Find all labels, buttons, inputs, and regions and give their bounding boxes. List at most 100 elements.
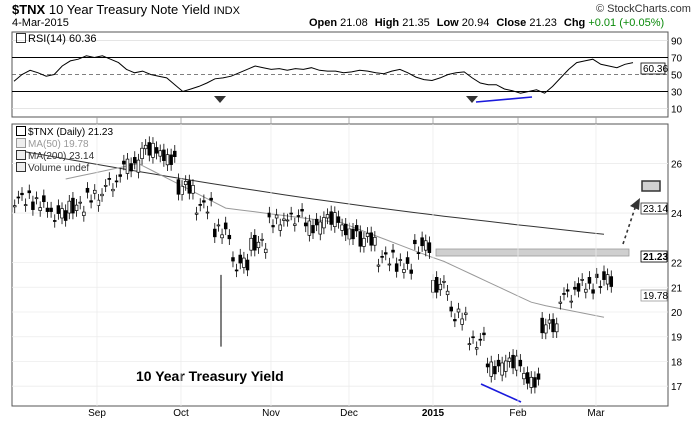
candle-body <box>227 234 232 240</box>
price-trendline <box>480 383 522 403</box>
candle-body <box>500 362 504 376</box>
candle-body <box>300 208 304 212</box>
price-tick-label: 18 <box>671 357 683 368</box>
candle-body <box>318 221 323 235</box>
ohlc-chg: Chg +0.01 (+0.05%) <box>563 17 665 29</box>
candle-body <box>205 211 210 214</box>
candle-body <box>173 150 177 158</box>
candle-body <box>293 223 297 226</box>
candle-body <box>307 220 312 236</box>
candle-body <box>362 237 366 247</box>
candle-body <box>165 154 170 166</box>
candle-body <box>427 242 432 253</box>
candle-body <box>522 372 526 380</box>
rsi-oversold-marker <box>466 96 478 103</box>
candle-body <box>540 317 544 334</box>
candle-body <box>271 225 275 228</box>
candle-body <box>154 147 159 154</box>
candle-body <box>394 263 399 272</box>
candle-body <box>405 257 410 264</box>
candle-body <box>63 210 68 221</box>
candle-body <box>242 257 246 268</box>
candle-body <box>562 293 566 295</box>
candle-body <box>485 363 490 368</box>
candle-body <box>424 240 428 251</box>
candle-body <box>507 357 512 362</box>
close-marker-label: 21.23 <box>643 252 668 263</box>
candle-body <box>278 224 283 231</box>
x-tick-label: 2015 <box>422 408 445 419</box>
candle-body <box>202 200 206 203</box>
candle-body <box>49 207 53 212</box>
projection-arrow <box>622 180 661 245</box>
price-legend: $TNX (Daily) 21.23 MA(50) 19.78 MA(200) 23… <box>16 126 113 174</box>
candle-body <box>558 301 563 304</box>
rsi-current-marker: 60.36 <box>640 62 668 75</box>
candle-body <box>609 276 614 287</box>
candle-body <box>584 288 588 293</box>
candle-body <box>274 214 279 219</box>
candle-body <box>114 180 119 183</box>
candle-body <box>198 204 202 206</box>
candle-body <box>322 217 326 229</box>
price-tick-label: 19 <box>671 333 683 344</box>
candle-body <box>234 269 239 272</box>
price-tick-label: 20 <box>671 308 683 319</box>
candle-body <box>525 372 530 384</box>
candle-body <box>311 225 315 234</box>
candle-body <box>453 319 457 322</box>
rsi-legend: RSI(14) 60.36 <box>16 33 96 45</box>
candle-body <box>125 158 130 174</box>
candle-body <box>605 274 610 285</box>
ohlc-summary: Open 21.08 High 21.35 Low 20.94 Close 21.23… <box>309 17 671 29</box>
rsi-tick-label: 30 <box>671 88 683 99</box>
price-grid <box>12 163 668 387</box>
price-legend-item: MA(50) 19.78 <box>16 138 113 150</box>
target-box <box>641 180 661 192</box>
candle-body <box>143 144 148 150</box>
candle-body <box>580 278 584 281</box>
candle-body <box>296 215 301 217</box>
candle-body <box>103 184 108 187</box>
candle-body <box>587 277 592 284</box>
candle-body <box>231 257 235 262</box>
price-tick-labels: 26 24 22 21 20 19 18 17 <box>671 160 683 394</box>
candle-body <box>340 224 344 231</box>
candle-body <box>34 197 39 200</box>
ma50-marker-label: 19.78 <box>643 291 668 302</box>
exchange: INDX <box>213 5 240 17</box>
candle-body <box>191 184 195 194</box>
security-name: 10 Year Treasury Note Yield <box>48 2 211 17</box>
candle-body <box>449 306 453 312</box>
candle-body <box>343 223 348 236</box>
resistance-zone <box>435 248 630 257</box>
candle-body <box>489 361 493 377</box>
candle-body <box>478 338 483 341</box>
candle-body <box>107 178 112 180</box>
candle-body <box>529 376 533 388</box>
candle-body <box>329 211 333 225</box>
candle-body <box>183 181 188 185</box>
rsi-current-label: 60.36 <box>643 64 668 75</box>
candle-body <box>85 187 90 193</box>
candle-body <box>442 280 446 283</box>
rsi-tick-label: 50 <box>671 71 683 82</box>
candle-body <box>365 232 370 237</box>
candle-body <box>253 234 257 251</box>
candle-body <box>140 147 144 159</box>
candle-body <box>391 249 395 253</box>
candle-body <box>373 236 377 246</box>
candle-body <box>376 264 381 267</box>
rsi-panel: 90 70 50 30 10 60.36 <box>11 31 683 118</box>
price-tick-label: 26 <box>671 160 683 171</box>
candle-body <box>38 207 42 211</box>
candle-body <box>325 214 330 219</box>
candle-body <box>420 237 424 247</box>
candle-body <box>213 228 217 238</box>
ohlc-open: Open 21.08 <box>309 17 368 29</box>
candle-body <box>496 359 501 367</box>
price-tick-label: 22 <box>671 259 683 270</box>
candle-body <box>60 208 64 219</box>
candle-body <box>460 318 464 325</box>
